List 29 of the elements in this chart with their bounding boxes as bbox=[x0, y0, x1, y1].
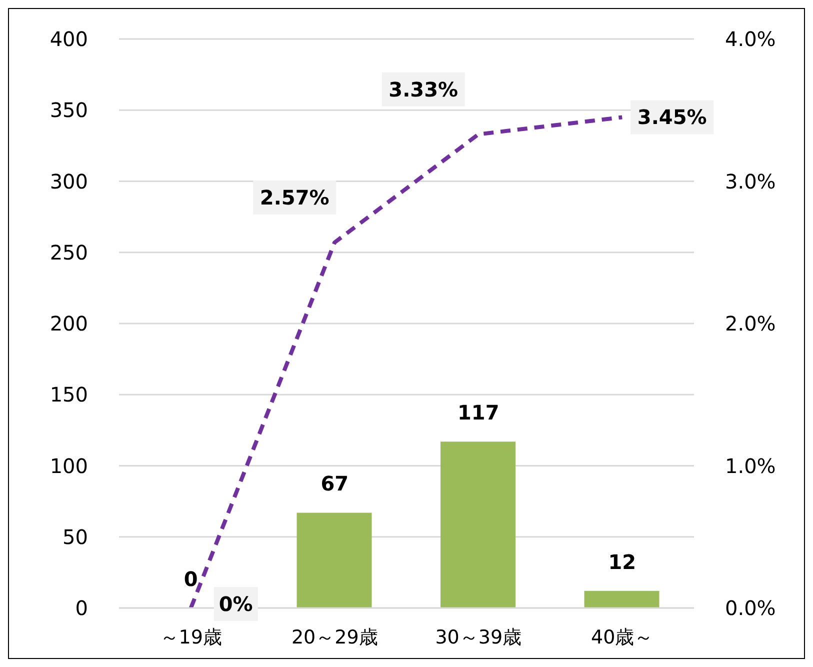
x-tick-label: 20～29歳 bbox=[291, 626, 378, 648]
y-tick-label: 0 bbox=[75, 596, 88, 620]
data-label: 0 bbox=[184, 567, 198, 591]
y-tick-label: 400 bbox=[50, 27, 88, 52]
y-tick-label: 250 bbox=[50, 240, 88, 264]
data-label: 0% bbox=[218, 592, 253, 616]
y-tick-label: 300 bbox=[50, 169, 88, 194]
y-tick-label: 150 bbox=[50, 382, 88, 407]
data-label: 3.45% bbox=[637, 105, 707, 130]
x-tick-label: ～19歳 bbox=[160, 626, 222, 648]
data-label: 12 bbox=[608, 550, 636, 574]
data-label: 3.33% bbox=[388, 77, 458, 102]
data-label: 117 bbox=[458, 400, 500, 425]
data-label: 2.57% bbox=[260, 185, 330, 210]
y2-tick-label: 2.0% bbox=[725, 312, 776, 336]
x-tick-label: 30～39歳 bbox=[435, 626, 522, 648]
y-tick-label: 100 bbox=[50, 454, 88, 478]
bar bbox=[296, 512, 372, 608]
y2-tick-label: 0.0% bbox=[725, 596, 776, 620]
y-tick-label: 200 bbox=[50, 312, 88, 336]
bar bbox=[440, 442, 516, 608]
y2-tick-label: 4.0% bbox=[725, 27, 776, 52]
data-label: 67 bbox=[320, 472, 349, 496]
y-tick-label: 350 bbox=[50, 98, 88, 122]
y2-tick-label: 1.0% bbox=[725, 454, 776, 478]
y-tick-label: 50 bbox=[62, 524, 88, 549]
y2-tick-label: 3.0% bbox=[725, 169, 776, 194]
x-tick-label: 40歳～ bbox=[591, 626, 654, 648]
bar bbox=[584, 590, 660, 608]
